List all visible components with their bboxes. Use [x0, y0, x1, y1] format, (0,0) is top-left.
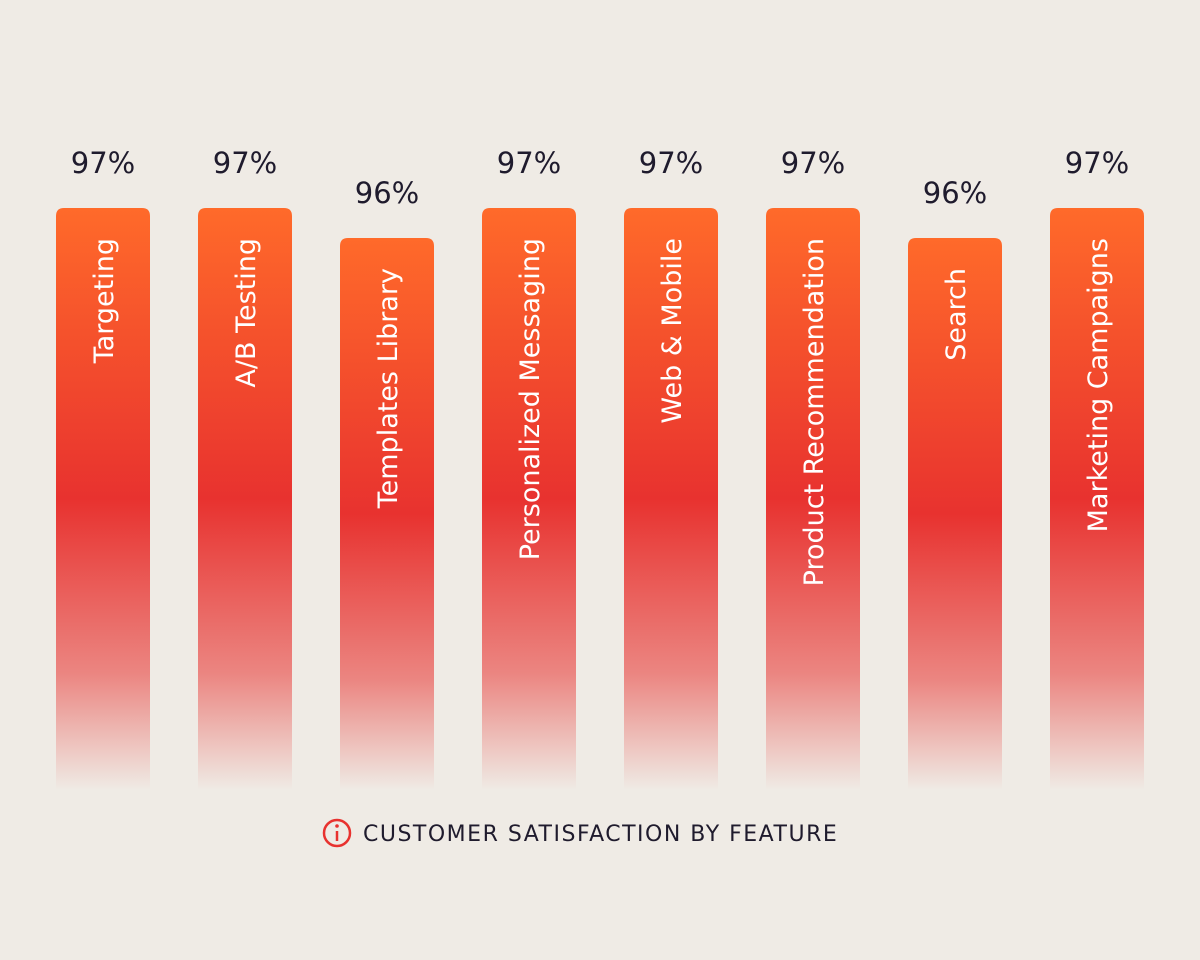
value-label: 97%	[497, 146, 561, 180]
bar	[624, 208, 718, 790]
chart-title: CUSTOMER SATISFACTION BY FEATURE	[363, 822, 838, 847]
bar	[56, 208, 150, 790]
value-label: 96%	[355, 176, 419, 210]
bar	[482, 208, 576, 790]
category-label: Search	[941, 268, 972, 361]
value-label: 97%	[1065, 146, 1129, 180]
bar	[198, 208, 292, 790]
value-label: 96%	[923, 176, 987, 210]
category-label: Marketing Campaigns	[1083, 238, 1114, 532]
category-label: Targeting	[89, 238, 120, 364]
value-label: 97%	[781, 146, 845, 180]
value-label: 97%	[639, 146, 703, 180]
category-label: Product Recommendation	[799, 238, 830, 586]
info-icon	[322, 818, 352, 848]
bar	[1050, 208, 1144, 790]
category-label: Web & Mobile	[657, 238, 688, 424]
value-label: 97%	[213, 146, 277, 180]
category-label: A/B Testing	[231, 238, 262, 388]
category-label: Templates Library	[373, 268, 404, 509]
bar	[340, 238, 434, 790]
bar	[766, 208, 860, 790]
category-label: Personalized Messaging	[515, 238, 546, 560]
value-label: 97%	[71, 146, 135, 180]
bar	[908, 238, 1002, 790]
